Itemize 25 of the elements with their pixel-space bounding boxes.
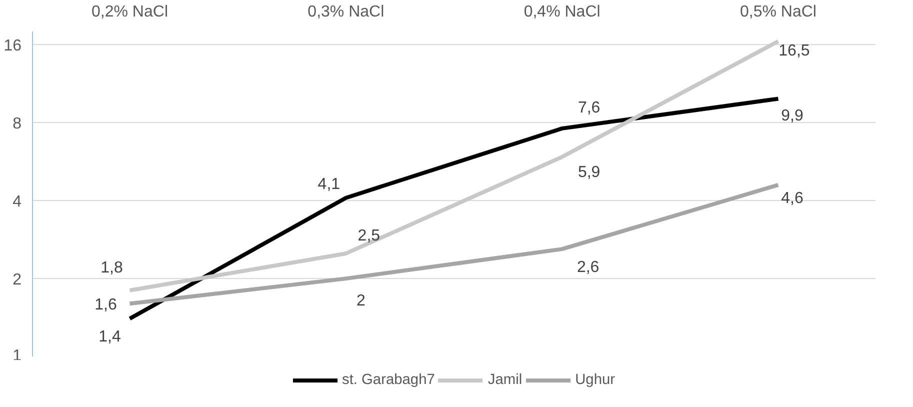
line-series [128,96,780,321]
y-tick-label: 4 [12,194,22,211]
data-label: 1,4 [98,328,121,346]
data-label: 4,1 [318,176,340,193]
data-label: 5,9 [578,164,600,181]
data-label: 2,6 [576,259,600,276]
data-label: 1,8 [100,259,123,276]
y-tick-label: 8 [12,116,22,133]
legend-label: st. Garabagh7 [342,372,435,388]
data-label: 2,5 [358,227,380,244]
x-tick-label: 0,2% NaCl [92,4,168,20]
x-tick-label: 0,4% NaCl [524,4,600,20]
x-tick-label: 0,5% NaCl [740,4,816,20]
y-tick-label: 2 [12,272,22,289]
y-tick-label: 16 [4,38,22,55]
data-label: 2 [356,292,366,310]
data-label: 4,6 [781,190,804,207]
data-label: 7,6 [578,99,600,116]
legend-label: Ughur [575,372,616,388]
legend-label: Jamil [488,372,522,388]
data-label: 16,5 [778,42,810,60]
data-label: 1,6 [94,296,117,314]
data-label: 9,9 [781,108,804,125]
x-tick-label: 0,3% NaCl [308,4,384,20]
line-series [128,39,780,292]
